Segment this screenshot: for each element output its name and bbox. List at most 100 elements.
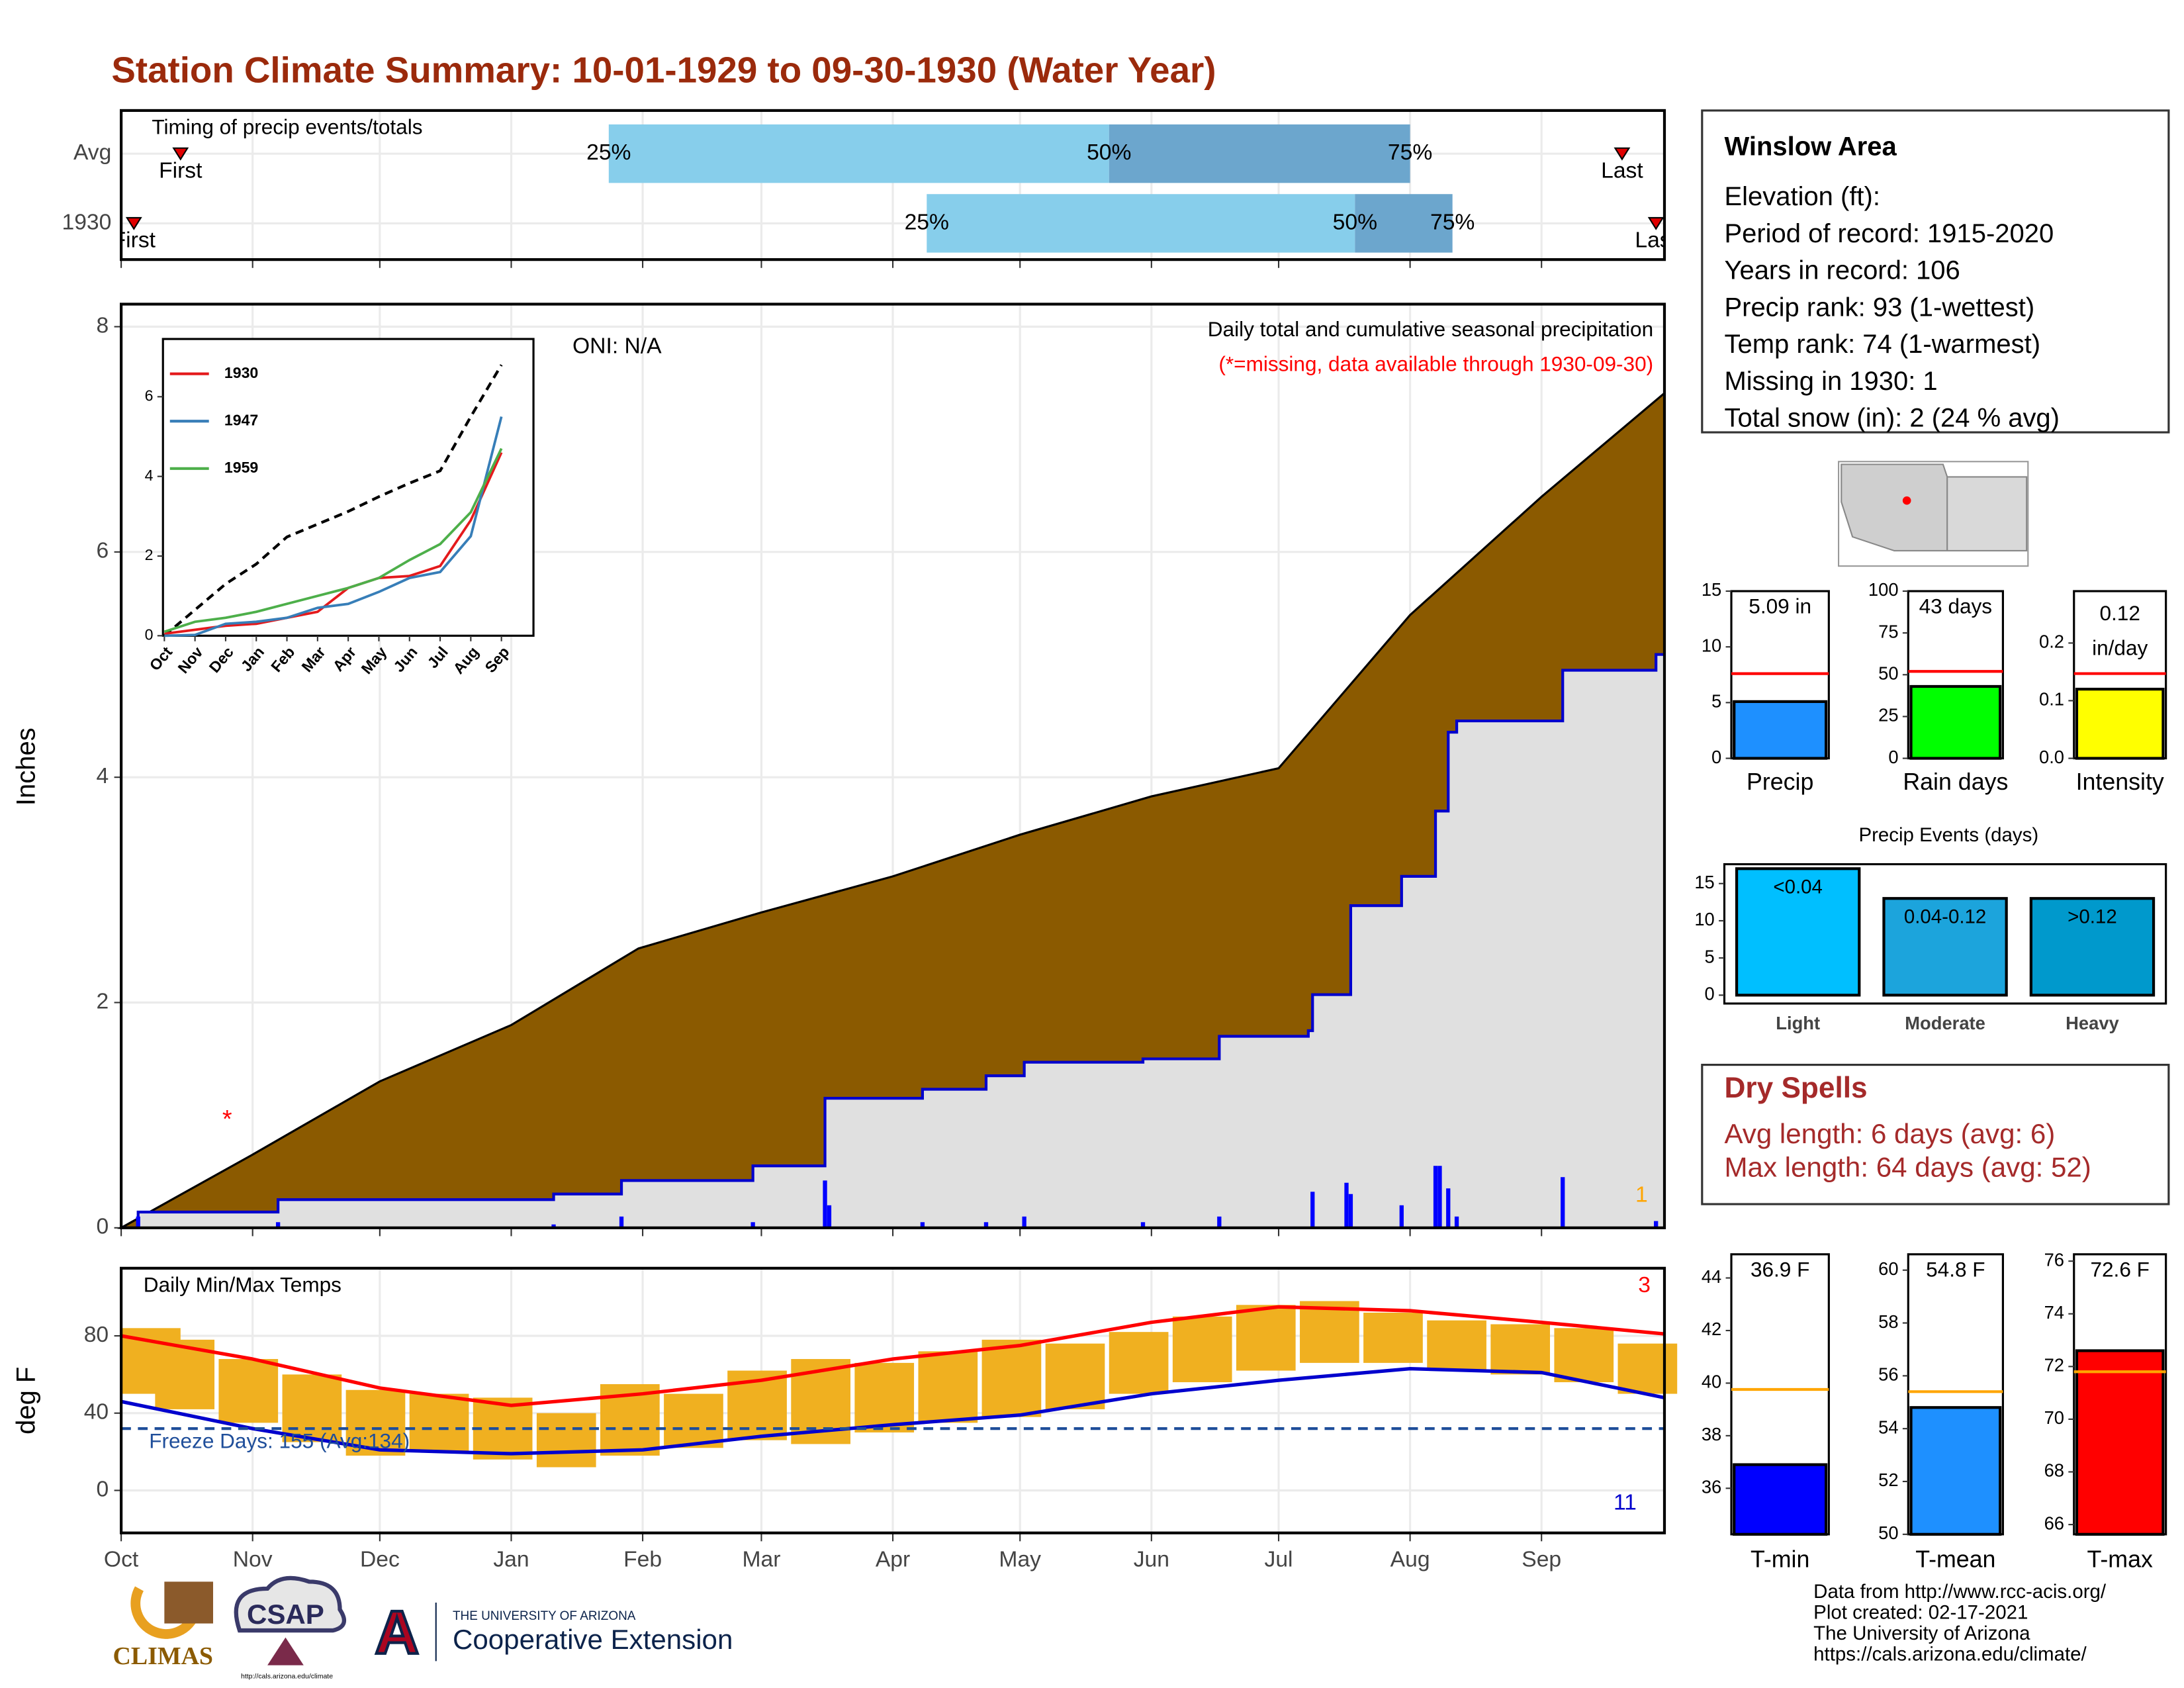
y-tick-label: 52 <box>1878 1470 1898 1490</box>
y-tick-label: 60 <box>1878 1258 1898 1279</box>
event-bar <box>1735 867 1861 997</box>
y-tick-label: 15 <box>1702 579 1721 600</box>
y-tick-label: 50 <box>1878 1523 1898 1543</box>
inset-frame <box>161 338 535 637</box>
logo-text: THE UNIVERSITY OF ARIZONA <box>453 1609 636 1623</box>
daily-temp-bar <box>1236 1305 1296 1371</box>
logo-text: CLIMAS <box>113 1642 213 1670</box>
pct-label: 50% <box>1333 210 1377 234</box>
logo-text: CSAP <box>247 1599 324 1630</box>
y-tick-label: 40 <box>84 1400 109 1425</box>
record-low-count: 11 <box>1614 1490 1637 1515</box>
timing-bar <box>1109 124 1410 183</box>
bin-label: >0.12 <box>2068 906 2117 927</box>
bin-label: <0.04 <box>1773 876 1823 898</box>
logo-text: A <box>375 1598 419 1667</box>
pct-label: 25% <box>586 140 631 165</box>
mini-label: Precip <box>1747 769 1813 795</box>
daily-temp-bar <box>1363 1312 1423 1363</box>
inset-y-tick-label: 2 <box>145 546 154 563</box>
x-tick-label: Nov <box>233 1548 273 1572</box>
daily-precip-bar <box>1022 1216 1026 1228</box>
y-tick-label: 66 <box>2044 1513 2064 1533</box>
summary-bar <box>1733 700 1828 760</box>
panel-note: Daily total and cumulative seasonal prec… <box>1208 317 1653 341</box>
missing-count: 1 <box>1635 1182 1648 1207</box>
x-tick-label: Mar <box>742 1548 780 1572</box>
y-tick-label: 50 <box>1878 663 1898 684</box>
oni-label: ONI: N/A <box>572 334 662 359</box>
dry-box <box>1701 1063 2170 1205</box>
daily-precip-bar <box>551 1224 556 1228</box>
y-tick-label: 5 <box>1711 691 1721 712</box>
y-tick-label: 80 <box>84 1323 109 1347</box>
daily-precip-bar <box>1310 1192 1315 1228</box>
legend-label: 1930 <box>224 364 258 381</box>
value-label: 72.6 F <box>2090 1257 2149 1281</box>
y-tick-label: 6 <box>96 539 109 563</box>
daily-temp-bar <box>918 1351 978 1423</box>
daily-temp-bar <box>1045 1343 1105 1409</box>
daily-precip-bar <box>920 1222 925 1228</box>
mini-label: Intensity <box>2076 769 2164 795</box>
mini-label: T-min <box>1751 1546 1809 1572</box>
x-tick-label: Aug <box>1390 1548 1430 1572</box>
daily-precip-bar <box>1437 1166 1442 1228</box>
x-tick-label: Jun <box>1134 1548 1169 1572</box>
y-tick-label: 54 <box>1878 1417 1898 1437</box>
x-tick-label: May <box>999 1548 1041 1572</box>
event-label: First <box>159 158 203 183</box>
y-tick-label: 0 <box>1705 984 1715 1004</box>
y-axis-label: deg F <box>12 1367 41 1434</box>
y-tick-label: 10 <box>1702 635 1721 655</box>
info-line: Temp rank: 74 (1-warmest) <box>1724 330 2040 359</box>
x-tick-label: Feb <box>623 1548 662 1572</box>
y-tick-label: 4 <box>96 764 109 788</box>
value-label: 0.12 <box>2099 601 2140 625</box>
daily-temp-bar <box>854 1362 915 1432</box>
y-tick-label: 0 <box>96 1477 109 1501</box>
y-tick-label: 36 <box>1702 1477 1721 1497</box>
row-label: Avg <box>73 140 111 165</box>
event-marker <box>125 216 142 230</box>
summary-bar <box>2075 1349 2165 1536</box>
info-box <box>1701 109 2170 434</box>
logos: CLIMAS CSAP http://cals.arizona.edu/clim… <box>113 1575 733 1680</box>
daily-precip-bar <box>275 1222 281 1228</box>
y-tick-label: 58 <box>1878 1311 1898 1332</box>
daily-precip-bar <box>1344 1182 1349 1228</box>
x-tick-label: Apr <box>876 1548 910 1572</box>
footer-line: The University of Arizona <box>1813 1622 2030 1644</box>
x-tick-label: Heavy <box>2066 1013 2119 1033</box>
average-cumulative-area <box>117 391 1666 1229</box>
daily-precip-bar <box>1561 1177 1565 1228</box>
y-tick-label: 40 <box>1702 1372 1721 1392</box>
event-label: Last <box>1601 158 1643 183</box>
timing-bar <box>1355 194 1453 253</box>
daily-temp-bar <box>536 1413 596 1468</box>
x-tick-label: Light <box>1776 1013 1820 1033</box>
daily-temp-bar <box>1300 1301 1359 1363</box>
avg-min-line <box>120 1366 1665 1456</box>
value-unit: in/day <box>2092 636 2148 660</box>
y-tick-label: 44 <box>1702 1266 1721 1287</box>
daily-precip-bar <box>1217 1216 1222 1228</box>
y-tick-label: 56 <box>1878 1364 1898 1385</box>
daily-temp-bar <box>218 1359 279 1423</box>
bin-label: 0.04-0.12 <box>1904 906 1986 927</box>
event-bar <box>1882 897 2008 997</box>
x-tick-label: Jan <box>493 1548 529 1572</box>
value-label: 43 days <box>1919 594 1993 618</box>
legend-label: 1959 <box>224 459 259 476</box>
timing-group: 25% 50% 75% First Last 25% 50% 75% First Last <box>121 124 1664 253</box>
y-tick-label: 0 <box>96 1215 109 1239</box>
x-tick-label: Sep <box>1522 1548 1561 1572</box>
info-title: Winslow Area <box>1724 132 1897 161</box>
y-tick-label: 68 <box>2044 1460 2064 1481</box>
daily-temp-bar <box>981 1339 1042 1417</box>
mini-label: Rain days <box>1903 769 2008 795</box>
daily-temp-bar <box>282 1374 342 1442</box>
value-label: 54.8 F <box>1926 1257 1985 1281</box>
y-tick-label: 25 <box>1878 705 1898 726</box>
